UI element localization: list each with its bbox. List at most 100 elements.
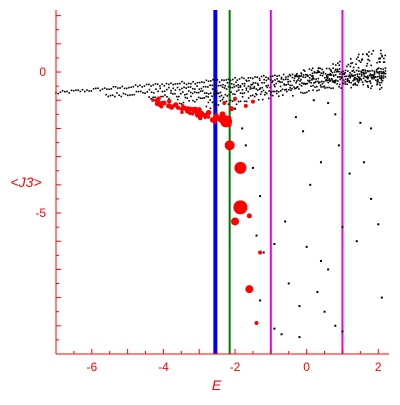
axes-layer: -6 -4 -2 0 2 0 -5 [35, 10, 389, 374]
black-point [139, 84, 141, 87]
black-point [251, 83, 254, 86]
red-point [219, 111, 226, 118]
black-point [243, 85, 246, 87]
black-point [316, 290, 319, 293]
black-point [274, 85, 276, 88]
black-point [336, 83, 338, 85]
black-point [341, 226, 344, 229]
black-point [215, 90, 218, 93]
black-point [245, 79, 247, 82]
black-point [253, 87, 255, 90]
black-point [241, 83, 244, 85]
black-point [359, 77, 362, 80]
black-point [168, 86, 170, 89]
black-point [285, 88, 288, 91]
black-point [300, 74, 303, 77]
black-point [353, 78, 356, 81]
black-point [314, 81, 316, 84]
black-point [217, 92, 220, 94]
black-point [364, 70, 367, 72]
black-point [332, 63, 334, 65]
black-point [342, 70, 345, 73]
black-point [141, 86, 144, 88]
black-point [298, 77, 300, 79]
black-point [204, 85, 207, 88]
black-point [336, 68, 339, 71]
black-point [358, 76, 361, 79]
black-point [295, 75, 298, 78]
black-point [333, 79, 335, 82]
black-point [238, 78, 241, 80]
black-point [357, 81, 360, 84]
black-point [124, 93, 127, 96]
black-point [328, 67, 331, 70]
black-point [360, 79, 363, 81]
black-point [207, 93, 210, 95]
black-point [377, 80, 379, 82]
black-point [325, 74, 328, 77]
black-point [259, 79, 261, 82]
black-point [227, 85, 230, 88]
black-point [342, 82, 344, 85]
black-point [370, 87, 372, 90]
black-point [291, 84, 293, 87]
black-point [384, 54, 387, 57]
black-point [383, 72, 386, 74]
black-point [286, 90, 288, 93]
black-point [364, 69, 367, 71]
black-point [184, 93, 186, 96]
black-point [349, 76, 351, 79]
black-point [178, 88, 181, 91]
black-point [305, 73, 307, 76]
black-point [360, 71, 363, 74]
black-point [373, 71, 376, 74]
black-point [370, 74, 373, 77]
black-point [276, 78, 278, 80]
black-point [329, 69, 332, 71]
black-point [344, 83, 347, 85]
red-point [159, 101, 165, 106]
black-point [191, 92, 194, 95]
black-point [376, 67, 379, 70]
black-point [366, 80, 369, 83]
black-point [380, 86, 383, 89]
black-point [320, 86, 322, 88]
vertical-lines-layer [213, 10, 344, 354]
black-point [174, 89, 177, 91]
black-point [365, 72, 367, 74]
black-point [306, 75, 309, 77]
black-point [372, 76, 375, 78]
black-point [215, 93, 217, 96]
black-point [157, 90, 159, 93]
black-point [217, 84, 220, 87]
black-point [271, 75, 274, 77]
black-point [364, 79, 367, 82]
black-point [365, 80, 368, 83]
red-point [196, 112, 201, 117]
black-point [199, 97, 202, 100]
black-point [356, 84, 359, 86]
black-point [269, 93, 272, 96]
black-point [341, 330, 344, 333]
black-point [348, 81, 351, 84]
black-point [259, 87, 262, 89]
black-point [277, 90, 280, 93]
black-point [322, 72, 325, 75]
black-point [338, 68, 341, 70]
black-point [194, 83, 197, 85]
black-point [315, 80, 317, 83]
black-point [356, 75, 359, 78]
red-point [222, 101, 227, 106]
black-point [227, 78, 230, 81]
black-point [217, 104, 220, 106]
black-point [235, 81, 237, 84]
black-point [382, 61, 385, 64]
black-point [296, 73, 298, 75]
black-point [376, 71, 379, 74]
black-point [191, 87, 194, 90]
black-point [357, 53, 360, 56]
red-point [214, 113, 219, 118]
black-point [255, 92, 257, 95]
black-point [152, 92, 155, 94]
black-point [303, 70, 306, 72]
